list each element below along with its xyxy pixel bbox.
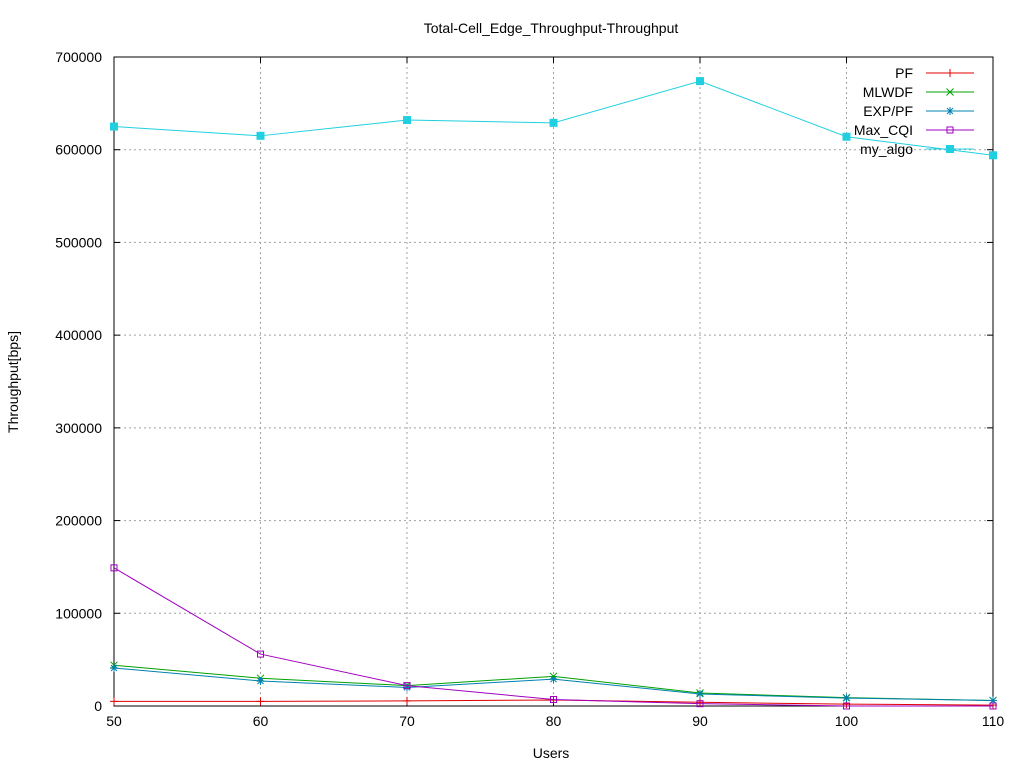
legend-label: my_algo (860, 141, 913, 157)
data-point-max-cqi (110, 564, 118, 572)
y-tick-label: 300000 (55, 420, 102, 436)
x-tick-label: 70 (399, 713, 415, 729)
y-axis-label: Throughput[bps] (5, 331, 21, 433)
data-point-my-algo (110, 122, 118, 131)
series-my-algo (110, 77, 997, 160)
legend-label: Max_CQI (854, 122, 913, 138)
data-point-max-cqi (843, 702, 850, 710)
y-tick-label: 400000 (55, 327, 102, 343)
data-point-max-cqi (550, 696, 557, 704)
y-tick-label: 100000 (55, 605, 102, 621)
x-tick-label: 60 (253, 713, 269, 729)
data-point-pf (403, 696, 411, 705)
legend-item-max-cqi: Max_CQI (854, 122, 974, 138)
legend-item-mlwdf: MLWDF (863, 84, 974, 100)
data-point-my-algo (403, 116, 411, 125)
chart-title: Total-Cell_Edge_Throughput-Throughput (424, 20, 679, 36)
data-point-max-cqi (989, 702, 997, 710)
axes: 50 60 70 80 90 100 110 0 100000 200000 300000 40000… (55, 49, 1004, 729)
grid-lines (114, 57, 993, 706)
x-tick-label: 110 (982, 713, 1005, 729)
legend-marker (946, 126, 954, 134)
legend: PF MLWDF EXP/PF Max_CQI my_algo (854, 65, 974, 157)
legend-marker (946, 88, 954, 96)
legend-item-my-algo: my_algo (860, 141, 974, 157)
x-tick-label: 100 (835, 713, 859, 729)
data-point-exp-pf (549, 675, 558, 684)
data-point-exp-pf (110, 663, 118, 672)
y-tick-label: 500000 (55, 234, 102, 250)
data-point-exp-pf (842, 694, 851, 703)
data-point-exp-pf (989, 696, 997, 705)
series-line-max-cqi (113, 567, 993, 707)
legend-label: EXP/PF (863, 103, 913, 119)
y-tick-label: 600000 (55, 142, 102, 158)
data-point-exp-pf (696, 689, 704, 698)
legend-item-exp-pf: EXP/PF (863, 103, 974, 119)
data-point-pf (110, 697, 118, 706)
legend-marker (946, 145, 954, 153)
x-tick-label: 50 (106, 713, 122, 729)
data-point-max-cqi (257, 650, 264, 658)
legend-item-pf: PF (895, 65, 974, 81)
data-point-my-algo (989, 151, 997, 160)
legend-label: PF (895, 65, 913, 81)
y-tick-label: 200000 (55, 513, 102, 529)
series-max-cqi (110, 564, 997, 710)
data-point-pf (256, 697, 265, 706)
data-point-my-algo (696, 77, 704, 86)
y-tick-label: 0 (94, 698, 102, 714)
data-point-exp-pf (256, 676, 265, 685)
data-point-max-cqi (696, 700, 704, 708)
legend-marker (946, 69, 954, 77)
x-tick-label: 80 (546, 713, 562, 729)
series-exp-pf (110, 663, 997, 705)
y-tick-label: 700000 (55, 49, 102, 65)
x-axis-label: Users (533, 745, 570, 761)
legend-label: MLWDF (863, 84, 913, 100)
data-point-my-algo (256, 131, 265, 140)
data-point-max-cqi (403, 682, 411, 690)
series-lines (110, 77, 997, 710)
x-tick-label: 90 (692, 713, 708, 729)
data-point-my-algo (549, 118, 558, 127)
data-point-my-algo (842, 132, 851, 141)
legend-marker (946, 107, 954, 115)
